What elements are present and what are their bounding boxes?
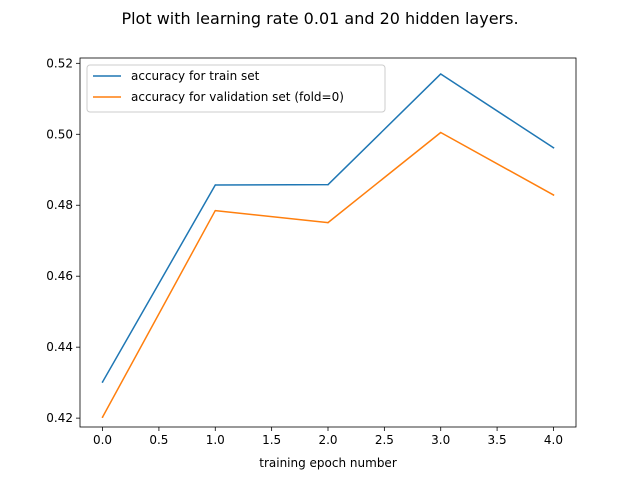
data-point-0-0 [101, 381, 104, 383]
y-tick-label: 0.50 [46, 127, 73, 141]
y-tick-label: 0.48 [46, 198, 73, 212]
y-tick-label: 0.46 [46, 269, 73, 283]
x-tick-label: 1.0 [206, 433, 225, 447]
x-tick-label: 4.0 [544, 433, 563, 447]
data-point-1-3 [439, 131, 442, 134]
data-point-0-2 [327, 183, 329, 186]
data-point-1-2 [327, 221, 329, 224]
data-point-0-3 [439, 73, 442, 75]
y-tick-label: 0.52 [46, 56, 73, 70]
chart-title: Plot with learning rate 0.01 and 20 hidd… [121, 9, 518, 28]
x-tick-label: 0.5 [149, 433, 168, 447]
x-tick-label: 3.0 [431, 433, 450, 447]
y-tick-label: 0.44 [46, 340, 73, 354]
x-tick-label: 2.0 [318, 433, 337, 447]
x-axis-label: training epoch number [259, 456, 397, 470]
x-tick-label: 3.5 [488, 433, 507, 447]
data-point-1-4 [552, 194, 555, 196]
data-point-1-0 [101, 416, 104, 418]
legend-label-0: accuracy for train set [131, 69, 260, 83]
x-tick-label: 2.5 [375, 433, 394, 447]
data-point-1-1 [214, 209, 217, 212]
legend-box [86, 64, 386, 113]
legend-label-1: accuracy for validation set (fold=0) [131, 90, 344, 104]
y-tick-label: 0.42 [46, 411, 73, 425]
data-point-0-4 [552, 147, 555, 149]
legend: accuracy for train set accuracy for valid… [86, 64, 386, 113]
plot-area: 0.0 0.5 1.0 1.5 2.0 2.5 3.0 3.5 4.0 0.42 0.44 0.46 0… [46, 56, 577, 447]
data-point-0-1 [214, 184, 217, 186]
x-tick-label: 1.5 [262, 433, 281, 447]
x-tick-label: 0.0 [93, 433, 112, 447]
